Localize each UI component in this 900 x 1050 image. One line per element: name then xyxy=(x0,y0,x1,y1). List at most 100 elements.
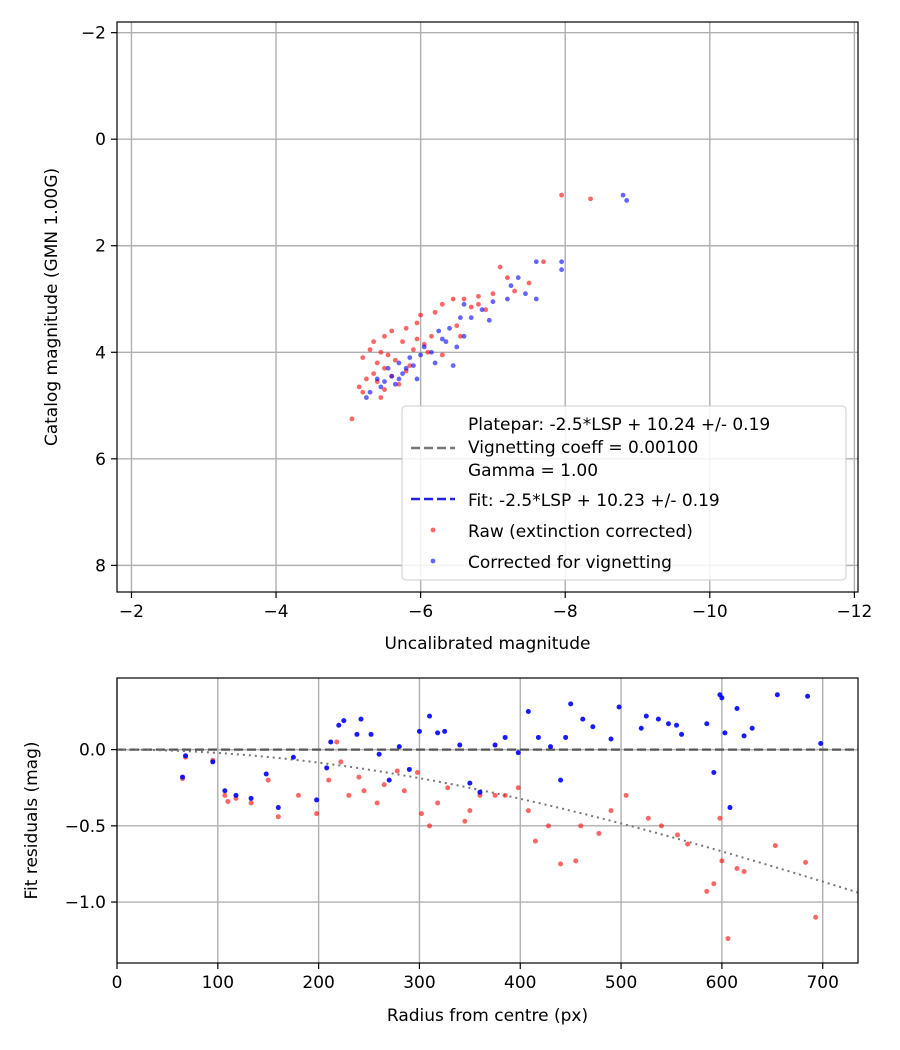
corrected-point xyxy=(624,198,630,203)
raw-point xyxy=(356,384,362,390)
raw-residual-point xyxy=(658,823,664,829)
legend-raw-label: Raw (extinction corrected) xyxy=(468,522,693,542)
corrected-point xyxy=(392,381,398,387)
corrected-residual-point xyxy=(290,754,296,760)
raw-residual-point xyxy=(704,888,710,894)
corrected-residual-point xyxy=(354,731,360,737)
fit-residuals-plot: 0 100 200 300 400 500 600 700 0.0 −0.5 −1.0 Radius… xyxy=(22,677,859,1026)
corrected-residual-point xyxy=(608,736,614,742)
raw-residual-point xyxy=(515,785,521,791)
corrected-residual-point xyxy=(477,789,483,795)
corrected-point xyxy=(400,371,405,376)
raw-point xyxy=(389,328,395,334)
raw-point xyxy=(414,336,420,342)
raw-point xyxy=(378,349,384,355)
top-x-tick-label: −4 xyxy=(264,602,289,622)
corrected-residual-point xyxy=(558,777,564,783)
raw-residual-point xyxy=(361,788,367,794)
corrected-residual-point xyxy=(396,744,402,750)
raw-residual-point xyxy=(462,818,468,824)
raw-point xyxy=(407,363,413,368)
corrected-residual-point xyxy=(515,750,521,756)
corrected-point xyxy=(504,296,510,302)
raw-point xyxy=(371,339,377,345)
bottom-reference-lines xyxy=(117,748,859,894)
raw-residual-point xyxy=(734,866,740,872)
raw-residual-point xyxy=(394,768,400,774)
corrected-point xyxy=(457,315,463,321)
corrected-point xyxy=(533,259,539,265)
raw-point xyxy=(476,301,481,307)
raw-residual-point xyxy=(532,838,538,844)
raw-residual-point xyxy=(314,811,320,817)
corrected-point xyxy=(436,328,442,334)
bottom-y-tick-label: −0.5 xyxy=(65,817,106,837)
corrected-point xyxy=(559,267,564,273)
corrected-point xyxy=(421,344,427,350)
corrected-residual-point xyxy=(805,693,811,699)
corrected-residual-point xyxy=(727,805,733,811)
raw-residual-point xyxy=(717,815,723,821)
raw-residual-point xyxy=(545,823,551,829)
corrected-point xyxy=(486,317,492,323)
corrected-point xyxy=(414,376,420,382)
top-y-tick-label: 8 xyxy=(95,556,106,576)
corrected-residual-point xyxy=(457,742,463,748)
raw-point xyxy=(396,381,402,387)
raw-point xyxy=(385,352,391,358)
corrected-residual-point xyxy=(233,792,239,798)
corrected-point xyxy=(367,389,373,395)
bottom-x-tick-label: 300 xyxy=(403,973,435,993)
corrected-residual-point xyxy=(502,734,508,740)
corrected-residual-point xyxy=(722,730,728,736)
legend-corrected-marker xyxy=(430,558,436,564)
bottom-x-axis-label: Radius from centre (px) xyxy=(387,1006,588,1026)
corrected-residual-point xyxy=(665,721,671,727)
top-y-tick-label: 6 xyxy=(95,450,106,470)
corrected-residual-point xyxy=(263,771,269,777)
corrected-point xyxy=(490,299,496,305)
corrected-residual-point xyxy=(568,701,574,707)
corrected-point xyxy=(418,352,424,358)
top-y-tick-label: −2 xyxy=(81,24,106,44)
corrected-point xyxy=(515,275,521,281)
legend-raw-marker xyxy=(430,527,436,533)
corrected-point xyxy=(508,283,514,289)
raw-point xyxy=(526,280,532,286)
raw-residual-point xyxy=(608,808,614,814)
corrected-point xyxy=(396,376,402,382)
corrected-point xyxy=(396,360,402,366)
raw-point xyxy=(364,376,369,382)
raw-residual-point xyxy=(596,830,602,836)
raw-point xyxy=(425,349,431,355)
top-y-axis-label: Catalog magnitude (GMN 1.00G) xyxy=(42,168,62,446)
raw-residual-point xyxy=(741,869,747,875)
raw-point xyxy=(403,325,409,331)
corrected-residual-point xyxy=(525,709,531,715)
raw-residual-point xyxy=(295,792,301,798)
raw-residual-point xyxy=(623,792,629,798)
corrected-point xyxy=(411,363,416,368)
raw-residual-point xyxy=(445,785,451,791)
corrected-point xyxy=(620,192,626,198)
corrected-residual-point xyxy=(719,695,725,701)
corrected-residual-point xyxy=(248,795,254,801)
raw-point xyxy=(378,395,384,400)
raw-residual-point xyxy=(675,832,681,838)
corrected-point xyxy=(559,259,564,265)
corrected-residual-point xyxy=(563,734,569,740)
bottom-x-tick-label: 100 xyxy=(202,973,234,993)
legend-box xyxy=(401,405,847,581)
corrected-residual-point xyxy=(674,722,680,728)
corrected-residual-point xyxy=(548,744,554,750)
legend-platepar-line1: Platepar: -2.5*LSP + 10.24 +/- 0.19 xyxy=(468,415,770,435)
raw-point xyxy=(382,333,387,339)
raw-residual-point xyxy=(265,777,271,783)
corrected-point xyxy=(533,296,539,302)
raw-residual-point xyxy=(525,808,531,814)
corrected-point xyxy=(450,363,456,368)
corrected-point xyxy=(461,301,467,307)
raw-point xyxy=(371,371,377,376)
corrected-residual-point xyxy=(314,797,320,803)
corrected-point xyxy=(454,344,460,350)
